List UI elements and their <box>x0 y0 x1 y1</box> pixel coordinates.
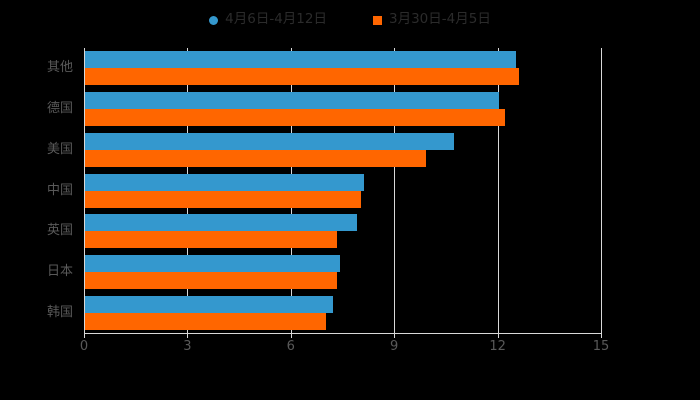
x-axis-tick-label: 12 <box>489 339 506 354</box>
category-label: 日本 <box>46 263 73 279</box>
x-axis-tick-mark <box>290 333 292 338</box>
category-label: 美国 <box>46 141 73 157</box>
bar-series-a[interactable] <box>85 254 341 272</box>
y-axis-line <box>84 48 85 333</box>
x-axis-tick-label: 0 <box>79 339 89 354</box>
legend-label: 4月6日-4月12日 <box>225 11 327 28</box>
category-label: 韩国 <box>46 304 73 320</box>
x-axis-tick-label: 6 <box>286 339 295 354</box>
category-label: 德国 <box>46 101 73 117</box>
bar-series-b[interactable] <box>85 149 427 167</box>
bar-series-b[interactable] <box>85 271 337 289</box>
bar-series-b[interactable] <box>85 109 506 127</box>
x-axis-tick-mark <box>601 333 602 338</box>
bar-series-b[interactable] <box>85 68 520 86</box>
x-axis-tick-label: 3 <box>183 339 192 354</box>
x-axis-tick-mark <box>84 333 85 338</box>
y-axis-category-labels: 其他德国美国中国英国日本韩国 <box>0 48 84 333</box>
legend-label: 3月30日-4月5日 <box>389 11 491 28</box>
bar-series-b[interactable] <box>85 231 337 249</box>
gridline <box>601 48 602 333</box>
bar-series-a[interactable] <box>85 214 358 232</box>
x-axis-tick-mark <box>187 333 189 338</box>
legend-item-2[interactable]: 3月30日-4月5日 <box>373 13 491 27</box>
plot-area <box>84 48 602 338</box>
x-axis-tick-mark <box>497 333 499 338</box>
gridline <box>497 48 499 333</box>
legend-marker-circle-icon <box>209 15 219 25</box>
bar-series-b[interactable] <box>85 190 361 208</box>
gridline <box>394 48 396 333</box>
x-axis-tick-label: 9 <box>390 339 399 354</box>
x-axis-tick-label: 15 <box>592 339 610 354</box>
legend-item-1[interactable]: 4月6日-4月12日 <box>209 13 327 27</box>
category-label: 其他 <box>46 60 73 76</box>
category-label: 英国 <box>46 223 73 239</box>
bar-series-a[interactable] <box>85 295 334 313</box>
bar-series-a[interactable] <box>85 173 365 191</box>
bar-series-a[interactable] <box>85 132 454 150</box>
bar-series-a[interactable] <box>85 92 499 110</box>
category-label: 中国 <box>46 182 73 198</box>
bar-series-b[interactable] <box>85 312 327 330</box>
x-axis-line <box>84 333 601 334</box>
legend-marker-square-icon <box>373 15 382 25</box>
bar-series-a[interactable] <box>85 51 516 69</box>
x-axis-tick-mark <box>394 333 396 338</box>
chart-legend: 4月6日-4月12日 3月30日-4月5日 <box>0 8 700 32</box>
